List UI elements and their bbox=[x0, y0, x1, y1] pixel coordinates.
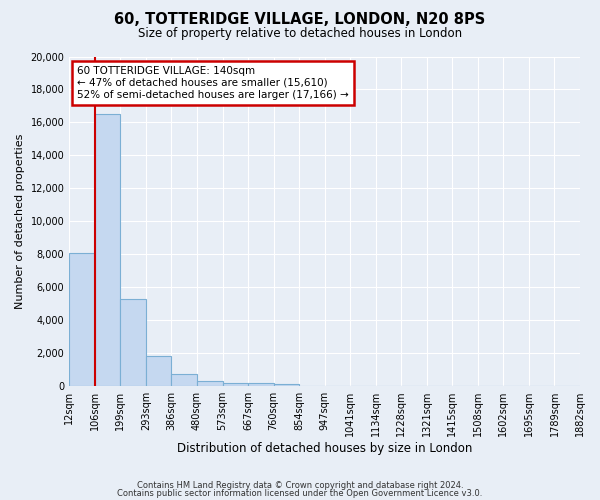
Text: Size of property relative to detached houses in London: Size of property relative to detached ho… bbox=[138, 28, 462, 40]
Bar bbox=[248, 383, 274, 386]
Bar bbox=[172, 374, 197, 386]
Text: 60, TOTTERIDGE VILLAGE, LONDON, N20 8PS: 60, TOTTERIDGE VILLAGE, LONDON, N20 8PS bbox=[115, 12, 485, 28]
Bar bbox=[197, 381, 223, 386]
Bar bbox=[69, 252, 95, 386]
Text: Contains public sector information licensed under the Open Government Licence v3: Contains public sector information licen… bbox=[118, 488, 482, 498]
Text: 60 TOTTERIDGE VILLAGE: 140sqm
← 47% of detached houses are smaller (15,610)
52% : 60 TOTTERIDGE VILLAGE: 140sqm ← 47% of d… bbox=[77, 66, 349, 100]
Bar bbox=[121, 298, 146, 386]
Bar bbox=[95, 114, 121, 386]
X-axis label: Distribution of detached houses by size in London: Distribution of detached houses by size … bbox=[177, 442, 472, 455]
Text: Contains HM Land Registry data © Crown copyright and database right 2024.: Contains HM Land Registry data © Crown c… bbox=[137, 481, 463, 490]
Bar bbox=[146, 356, 172, 386]
Bar bbox=[274, 384, 299, 386]
Bar bbox=[223, 383, 248, 386]
Y-axis label: Number of detached properties: Number of detached properties bbox=[15, 134, 25, 309]
